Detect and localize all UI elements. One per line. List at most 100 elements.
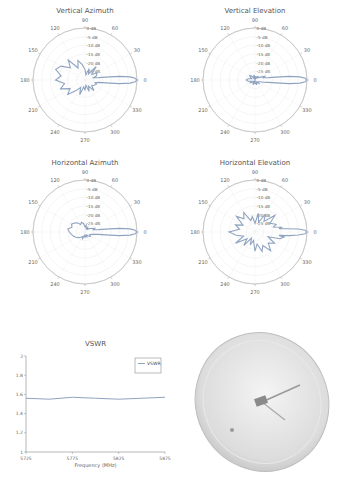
radial-tick-label: 0 dB	[257, 178, 267, 183]
radial-tick-label: -5 dB	[87, 187, 98, 192]
grid-spoke	[255, 28, 256, 80]
grid-spoke	[255, 187, 281, 232]
grid-spoke	[33, 232, 85, 233]
legend-swatch	[138, 363, 145, 364]
dish-photo	[173, 311, 340, 479]
angle-tick	[58, 277, 59, 279]
radial-tick-label: -10 dB	[87, 43, 101, 48]
chart-title: Horizontal Azimuth	[52, 159, 119, 167]
angle-tick-label: 60	[282, 177, 288, 183]
angle-tick-label: 120	[50, 177, 60, 183]
angle-tick-label: 270	[80, 137, 90, 143]
angle-tick	[255, 26, 256, 28]
grid-spoke	[85, 232, 86, 284]
pattern-group	[229, 212, 307, 251]
angle-tick-label: 330	[302, 107, 312, 113]
feed-strut	[262, 402, 285, 420]
radial-tick-label: 0 dB	[87, 26, 97, 31]
angle-tick-label: 240	[50, 281, 60, 287]
angle-tick	[58, 125, 59, 127]
angle-tick	[201, 232, 203, 233]
radial-tick-label: 0 dB	[87, 178, 97, 183]
angle-tick-label: 300	[280, 281, 290, 287]
x-axis	[26, 452, 165, 453]
angle-tick-label: 0	[143, 229, 146, 235]
angle-tick-label: 60	[282, 25, 288, 31]
grid-spoke	[229, 35, 255, 80]
grid-spoke	[33, 80, 85, 81]
angle-tick-label: 180	[20, 229, 30, 235]
angle-tick	[208, 205, 210, 206]
mount-bolt	[230, 428, 234, 432]
angle-tick	[38, 205, 40, 206]
angle-tick	[208, 53, 210, 54]
angle-tick	[307, 232, 309, 233]
polar-chart: Horizontal Azimuth0 dB-5 dB-10 dB-15 dB-…	[20, 159, 146, 295]
x-tick	[118, 452, 119, 454]
angle-tick	[58, 185, 59, 187]
angle-tick-label: 150	[28, 199, 38, 205]
grid-spoke	[229, 80, 255, 125]
x-tick-label: 5725	[20, 456, 32, 461]
angle-tick	[228, 185, 229, 187]
polar-chart: Vertical Azimuth0 dB-5 dB-10 dB-15 dB-20…	[20, 7, 146, 143]
radiation-pattern	[56, 60, 137, 95]
angle-tick	[38, 106, 40, 107]
radiation-pattern	[246, 75, 307, 85]
x-tick	[165, 452, 166, 454]
angle-tick-label: 210	[198, 107, 208, 113]
angle-tick-label: 0	[143, 77, 146, 83]
angle-tick-label: 90	[82, 17, 88, 23]
feed-arm	[262, 385, 300, 402]
angle-tick-label: 0	[313, 229, 316, 235]
grid-ring	[33, 28, 137, 132]
y-tick-label: 1.6	[16, 392, 23, 397]
y-tick	[24, 394, 26, 395]
angle-tick	[130, 53, 132, 54]
grid-ring	[33, 180, 137, 284]
grid-spoke	[255, 35, 281, 80]
angle-tick-label: 30	[304, 47, 310, 53]
grid-spoke	[255, 80, 256, 132]
angle-tick	[281, 185, 282, 187]
pattern-group	[56, 60, 137, 95]
angle-tick	[228, 125, 229, 127]
angle-tick	[130, 205, 132, 206]
grid-spoke	[85, 232, 137, 233]
grid-spoke	[210, 80, 255, 106]
angle-tick-label: 210	[198, 259, 208, 265]
radial-tick-label: -20 dB	[87, 213, 101, 218]
angle-tick	[208, 106, 210, 107]
radial-tick-label: -5 dB	[257, 187, 268, 192]
dish-reflector	[173, 311, 340, 479]
radial-tick-label: -20 dB	[257, 61, 271, 66]
angle-tick-label: 150	[28, 47, 38, 53]
angle-tick-label: 150	[198, 199, 208, 205]
radial-tick-label: -20 dB	[87, 61, 101, 66]
angle-tick	[255, 284, 256, 286]
angle-tick-label: 30	[134, 47, 140, 53]
grid-spoke	[255, 80, 281, 125]
angle-tick-label: 270	[80, 289, 90, 295]
angle-tick-label: 90	[252, 17, 258, 23]
page: Vertical Azimuth0 dB-5 dB-10 dB-15 dB-20…	[0, 0, 340, 479]
angle-tick	[85, 284, 86, 286]
pattern-group	[68, 222, 137, 238]
angle-tick	[228, 33, 229, 35]
angle-tick	[31, 232, 33, 233]
x-tick	[72, 452, 73, 454]
angle-tick-label: 180	[20, 77, 30, 83]
angle-tick	[300, 205, 302, 206]
angle-tick-label: 60	[112, 25, 118, 31]
angle-tick-label: 240	[50, 129, 60, 135]
angle-tick-label: 120	[50, 25, 60, 31]
y-tick	[24, 356, 26, 357]
radial-tick-label: -15 dB	[87, 52, 101, 57]
grid-spoke	[59, 35, 85, 80]
grid-spoke	[255, 80, 307, 81]
x-tick-label: 5875	[159, 456, 171, 461]
angle-tick-label: 300	[280, 129, 290, 135]
angle-tick	[111, 33, 112, 35]
grid-ring	[203, 28, 307, 132]
angle-tick	[201, 80, 203, 81]
